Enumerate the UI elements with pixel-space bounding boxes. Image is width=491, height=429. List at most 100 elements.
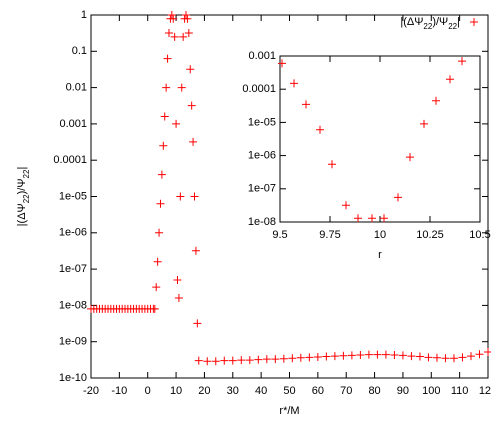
x-tick-label: 9.5 bbox=[272, 229, 287, 241]
data-point bbox=[156, 199, 165, 208]
data-point bbox=[432, 353, 441, 362]
x-tick-label: -10 bbox=[111, 385, 127, 397]
data-point bbox=[160, 112, 169, 121]
data-point bbox=[262, 355, 271, 364]
data-point bbox=[373, 350, 382, 359]
data-point bbox=[394, 193, 402, 202]
y-tick-label: 1e-08 bbox=[248, 216, 276, 228]
data-point bbox=[322, 352, 331, 361]
data-point bbox=[458, 57, 466, 66]
x-tick-label: 0 bbox=[145, 385, 151, 397]
data-point bbox=[328, 160, 336, 169]
x-tick-label: 10.25 bbox=[416, 229, 444, 241]
data-point bbox=[164, 28, 173, 37]
data-point bbox=[181, 11, 190, 19]
data-point bbox=[194, 356, 203, 365]
y-tick-label: 1e-07 bbox=[248, 183, 276, 195]
data-point bbox=[173, 276, 182, 285]
data-point bbox=[157, 170, 166, 179]
x-tick-label: -20 bbox=[83, 385, 99, 397]
data-point bbox=[296, 353, 305, 362]
data-point bbox=[380, 214, 388, 223]
data-point bbox=[163, 54, 172, 63]
data-point bbox=[420, 119, 428, 128]
data-point bbox=[174, 293, 183, 302]
data-point bbox=[190, 192, 199, 201]
data-point bbox=[189, 137, 198, 146]
data-point bbox=[186, 65, 195, 74]
x-tick-label: 20 bbox=[198, 385, 210, 397]
y-tick-label: 1e-08 bbox=[59, 299, 87, 311]
data-point bbox=[302, 100, 310, 109]
data-point bbox=[170, 32, 179, 41]
y-tick-label: 0.001 bbox=[59, 118, 87, 130]
data-point bbox=[342, 201, 350, 210]
data-point bbox=[449, 354, 458, 363]
data-point bbox=[316, 125, 324, 134]
x-tick-label: 40 bbox=[255, 385, 267, 397]
data-point bbox=[187, 101, 196, 110]
x-axis-label: r bbox=[378, 249, 382, 261]
data-point bbox=[313, 352, 322, 361]
data-point bbox=[305, 353, 314, 362]
x-tick-label: 60 bbox=[312, 385, 324, 397]
data-point bbox=[220, 356, 229, 365]
y-tick-label: 1e-05 bbox=[248, 116, 276, 128]
data-point bbox=[167, 11, 176, 19]
data-point bbox=[237, 356, 246, 365]
y-tick-label: 1e-06 bbox=[248, 150, 276, 162]
y-tick-label: 0.0001 bbox=[242, 83, 276, 95]
data-point bbox=[290, 79, 298, 88]
data-point bbox=[245, 356, 254, 365]
data-point bbox=[279, 354, 288, 363]
data-point bbox=[390, 351, 399, 360]
data-point bbox=[484, 348, 491, 357]
data-point bbox=[150, 304, 159, 313]
data-point bbox=[193, 319, 202, 328]
data-point bbox=[368, 214, 376, 223]
x-tick-label: 120 bbox=[479, 385, 491, 397]
y-tick-label: 0.01 bbox=[66, 82, 87, 94]
data-point bbox=[153, 257, 162, 266]
y-tick-label: 1e-09 bbox=[59, 336, 87, 348]
y-tick-label: 1e-07 bbox=[59, 263, 87, 275]
data-point bbox=[191, 246, 200, 255]
data-point bbox=[152, 283, 161, 292]
data-point bbox=[271, 355, 280, 364]
x-tick-label: 70 bbox=[340, 385, 352, 397]
data-point bbox=[254, 355, 263, 364]
x-tick-label: 10 bbox=[170, 385, 182, 397]
data-point bbox=[228, 356, 237, 365]
y-tick-label: 0.0001 bbox=[53, 154, 87, 166]
data-point bbox=[347, 351, 356, 360]
data-point bbox=[203, 357, 212, 366]
data-point bbox=[169, 14, 178, 23]
x-tick-label: 9.75 bbox=[319, 229, 340, 241]
data-point bbox=[155, 228, 164, 237]
data-point bbox=[176, 192, 185, 201]
data-point bbox=[184, 28, 193, 37]
data-point bbox=[354, 214, 362, 223]
y-tick-label: 1e-05 bbox=[59, 190, 87, 202]
x-tick-label: 50 bbox=[283, 385, 295, 397]
y-tick-label: 0.001 bbox=[248, 50, 276, 62]
x-tick-label: 10 bbox=[374, 229, 386, 241]
x-axis-label: r*/M bbox=[279, 405, 299, 417]
data-point bbox=[406, 153, 414, 162]
data-point bbox=[441, 354, 450, 363]
x-tick-label: 10.5 bbox=[469, 229, 490, 241]
data-point bbox=[466, 352, 475, 361]
x-tick-label: 110 bbox=[451, 385, 469, 397]
data-point bbox=[179, 32, 188, 41]
x-tick-label: 80 bbox=[368, 385, 380, 397]
data-point bbox=[162, 83, 171, 92]
data-point bbox=[415, 352, 424, 361]
data-point bbox=[172, 119, 181, 128]
data-point bbox=[381, 350, 390, 359]
data-point bbox=[288, 354, 297, 363]
data-point bbox=[330, 352, 339, 361]
data-point bbox=[356, 351, 365, 360]
data-point bbox=[211, 357, 220, 366]
y-tick-label: 1e-06 bbox=[59, 227, 87, 239]
